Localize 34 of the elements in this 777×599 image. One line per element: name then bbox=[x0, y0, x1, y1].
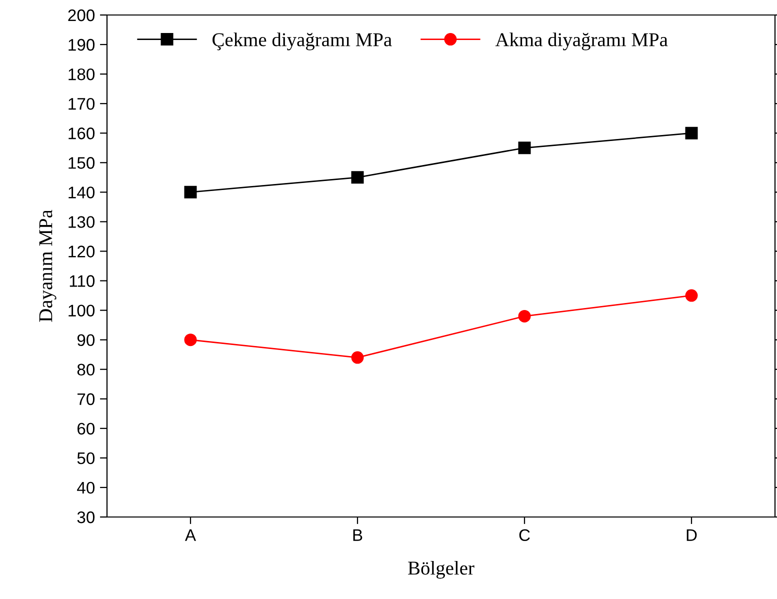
y-tick-label: 130 bbox=[68, 216, 95, 228]
point bbox=[184, 334, 197, 346]
x-axis-title: Bölgeler bbox=[408, 561, 474, 579]
point bbox=[685, 289, 698, 302]
point bbox=[518, 310, 531, 322]
y-tick-label: 180 bbox=[68, 68, 95, 80]
y-tick-label: 150 bbox=[68, 157, 95, 169]
y-axis-title: Dayanım MPa bbox=[39, 210, 56, 322]
legend-label: Akma diyağramı MPa bbox=[495, 32, 668, 50]
x-tick-label: A bbox=[184, 529, 196, 541]
point bbox=[351, 171, 364, 184]
y-tick-label: 30 bbox=[77, 511, 95, 524]
point bbox=[351, 351, 364, 364]
point bbox=[518, 142, 531, 154]
y-tick-label: 160 bbox=[68, 128, 95, 140]
y-tick-label: 100 bbox=[68, 304, 95, 316]
legend-label: Çekme diyağramı MPa bbox=[212, 32, 392, 50]
y-tick-label: 110 bbox=[70, 275, 95, 287]
x-tick-label: B bbox=[353, 529, 362, 541]
y-tick-label: 120 bbox=[68, 246, 95, 258]
y-tick-label: 70 bbox=[78, 393, 95, 406]
y-tick-label: 140 bbox=[68, 186, 95, 198]
y-tick-label: 170 bbox=[68, 98, 95, 110]
y-tick-label: 80 bbox=[77, 364, 95, 376]
point bbox=[184, 186, 197, 198]
x-tick-label: D bbox=[686, 529, 697, 541]
y-tick-label: 90 bbox=[77, 334, 95, 346]
y-tick-label: 50 bbox=[77, 452, 95, 464]
y-tick-label: 200 bbox=[68, 9, 95, 22]
y-tick-label: 190 bbox=[68, 38, 95, 51]
y-tick-label: 40 bbox=[77, 482, 95, 494]
y-tick-label: 60 bbox=[78, 422, 95, 435]
point bbox=[685, 126, 698, 140]
x-tick-label: C bbox=[519, 529, 530, 542]
